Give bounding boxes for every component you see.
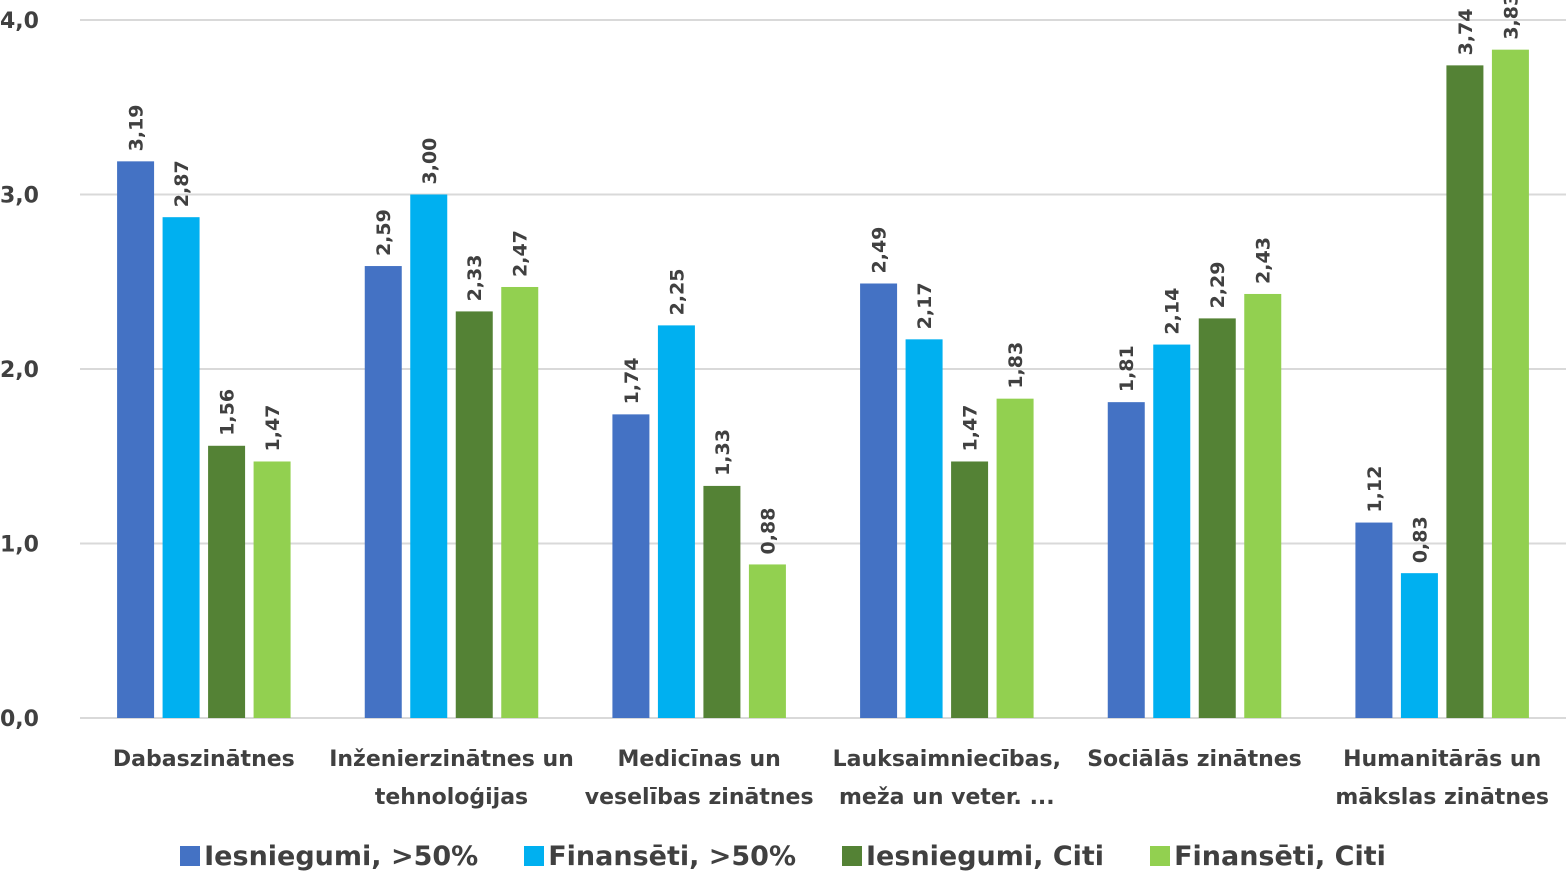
data-label: 1,74: [621, 357, 643, 404]
legend-label: Finansēti, Citi: [1174, 840, 1386, 872]
bar: [455, 311, 493, 718]
legend-swatch: [842, 846, 863, 866]
bar: [612, 414, 650, 718]
y-tick-label: 3,0: [0, 184, 39, 209]
data-label: 1,33: [712, 429, 734, 476]
legend-item: Finansēti, Citi: [1150, 838, 1386, 874]
data-label: 2,49: [869, 227, 891, 274]
bar: [501, 286, 539, 718]
gridlines: [80, 19, 1566, 719]
data-label: 2,17: [914, 282, 936, 329]
data-label: 2,87: [171, 160, 193, 207]
data-label: 2,33: [464, 255, 486, 302]
bar: [364, 266, 402, 718]
bar: [1107, 402, 1145, 718]
bar: [117, 161, 155, 719]
legend-label: Finansēti, >50%: [548, 840, 797, 872]
x-tick-label: Humanitārās un mākslas zinātnes: [1335, 747, 1549, 810]
bar: [1244, 293, 1282, 718]
bar: [1446, 65, 1484, 719]
bar: [860, 283, 898, 718]
x-tick-label: Lauksaimniecības, meža un veter. ...: [833, 747, 1061, 810]
legend-label: Iesniegumi, >50%: [204, 840, 479, 872]
data-label: 3,00: [419, 138, 441, 185]
data-label: 2,43: [1253, 237, 1275, 284]
data-label: 1,12: [1364, 466, 1386, 513]
y-tick-label: 2,0: [0, 358, 39, 383]
legend-swatch: [1150, 846, 1171, 866]
bar: [748, 564, 786, 718]
legend-swatch: [180, 846, 201, 866]
bar: [1400, 573, 1438, 718]
legend-label: Iesniegumi, Citi: [866, 840, 1105, 872]
data-label: 1,81: [1116, 345, 1138, 392]
data-label: 1,47: [262, 405, 284, 452]
x-tick-label: Inženierzinātnes un tehnoloģijas: [329, 747, 574, 810]
x-tick-label: Sociālās zinātnes: [1087, 747, 1302, 772]
data-label: 2,29: [1207, 262, 1229, 309]
data-label: 0,88: [757, 508, 779, 555]
bar: [410, 194, 448, 718]
x-axis-labels: Dabaszinātnes Inženierzinātnes un tehnoloģ…: [113, 747, 1549, 810]
legend: Iesniegumi, >50% Finansēti, >50% Iesniegum…: [0, 838, 1566, 874]
data-label: 3,83: [1500, 0, 1522, 40]
legend-swatch: [524, 846, 545, 866]
data-labels: 3,19 2,87 1,56 1,47 2,59 3,00 2,33 2,47 1,74 2,25…: [126, 0, 1523, 563]
data-label: 2,59: [373, 209, 395, 256]
legend-item: Iesniegumi, Citi: [842, 838, 1104, 874]
data-label: 3,74: [1455, 8, 1477, 55]
data-label: 3,19: [126, 104, 148, 151]
x-tick-label: Medicīnas un veselības zinātnes: [585, 747, 814, 810]
bars: [117, 49, 1529, 719]
legend-item: Iesniegumi, >50%: [180, 838, 478, 874]
bar: [703, 485, 741, 718]
bar: [996, 398, 1034, 718]
data-label: 2,47: [510, 230, 532, 277]
legend-item: Finansēti, >50%: [524, 838, 796, 874]
bar-chart: 0,0 1,0 2,0 3,0 4,0 3,19 2,87 1,56 1,47 2,59 3,00…: [0, 0, 1566, 810]
data-label: 2,14: [1162, 288, 1184, 335]
y-tick-label: 1,0: [0, 533, 39, 558]
bar: [162, 217, 200, 718]
data-label: 1,47: [960, 405, 982, 452]
data-label: 1,83: [1005, 342, 1027, 389]
bar: [1153, 344, 1191, 718]
bar: [1198, 318, 1236, 718]
bar: [1355, 522, 1393, 718]
bar: [657, 325, 695, 718]
data-label: 0,83: [1409, 516, 1431, 563]
data-label: 1,56: [217, 389, 239, 436]
y-tick-label: 4,0: [0, 9, 39, 34]
data-label: 2,25: [666, 268, 688, 315]
bar: [905, 339, 943, 718]
bar: [951, 461, 989, 718]
y-tick-label: 0,0: [0, 707, 39, 732]
bar: [208, 445, 246, 718]
bar: [1491, 49, 1529, 719]
y-axis-ticks: 0,0 1,0 2,0 3,0 4,0: [0, 9, 39, 732]
x-tick-label: Dabaszinātnes: [113, 747, 295, 772]
bar: [253, 461, 291, 718]
